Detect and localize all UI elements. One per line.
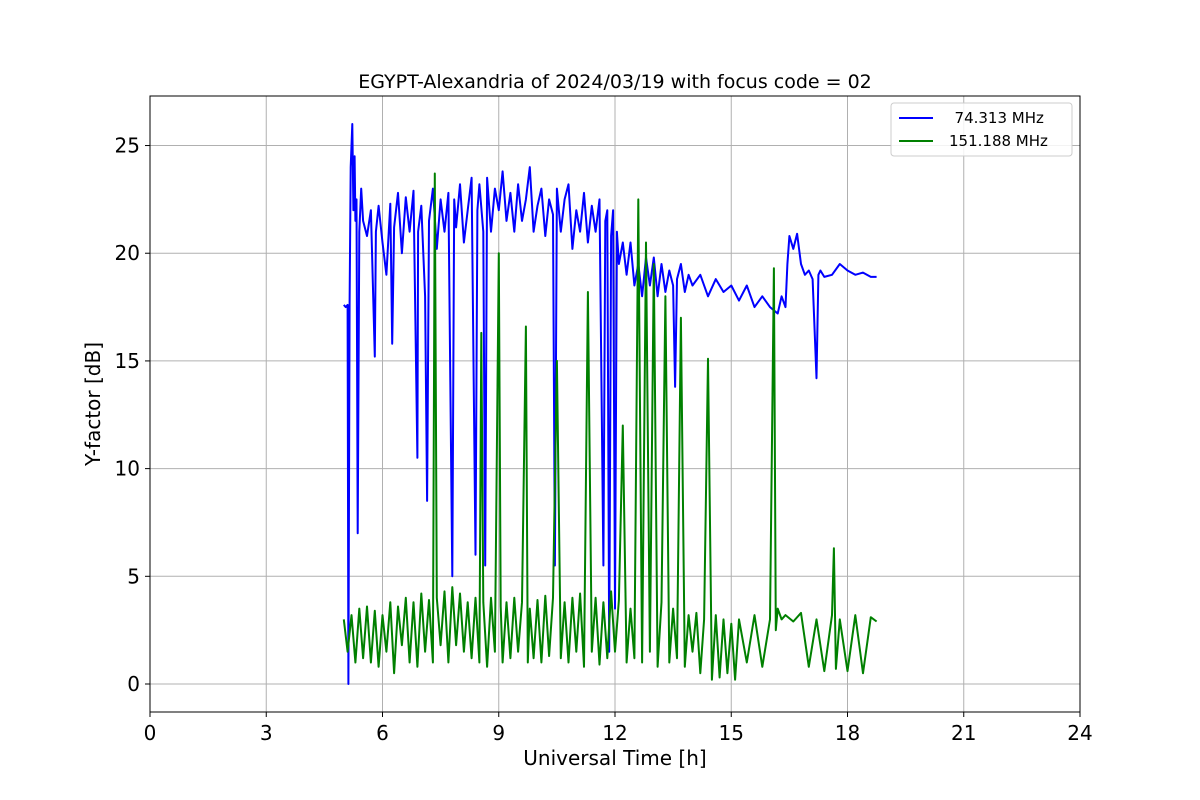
x-tick-label: 15 — [719, 721, 744, 745]
x-tick-label: 0 — [144, 721, 157, 745]
y-tick-label: 25 — [115, 134, 140, 158]
x-tick-label: 18 — [835, 721, 860, 745]
plot-area — [342, 123, 878, 685]
y-tick-label: 5 — [127, 564, 140, 588]
series-line-74mhz — [343, 123, 877, 685]
x-tick-label: 12 — [602, 721, 627, 745]
y-tick-label: 20 — [115, 241, 140, 265]
x-tick-label: 3 — [260, 721, 273, 745]
x-tick-label: 9 — [492, 721, 505, 745]
series-line-151mhz — [342, 172, 878, 681]
y-tick-label: 10 — [115, 457, 140, 481]
x-axis-label: Universal Time [h] — [523, 746, 706, 770]
x-axis-ticks: 0 3 6 9 12 15 18 21 24 — [144, 712, 1093, 745]
y-axis-ticks: 0 5 10 15 20 25 — [115, 134, 150, 696]
x-tick-label: 21 — [951, 721, 976, 745]
y-axis-label: Y-factor [dB] — [81, 342, 105, 467]
x-tick-label: 6 — [376, 721, 389, 745]
legend-box — [890, 102, 1073, 157]
x-tick-label: 24 — [1067, 721, 1092, 745]
legend-label-74mhz: 74.313 MHz — [945, 109, 1044, 127]
y-tick-label: 0 — [127, 672, 140, 696]
legend-label-151mhz: 151.188 MHz — [949, 132, 1048, 150]
legend: 74.313 MHz 151.188 MHz — [890, 102, 1073, 157]
chart-title: EGYPT-Alexandria of 2024/03/19 with focu… — [358, 71, 872, 93]
y-tick-label: 15 — [115, 349, 140, 373]
